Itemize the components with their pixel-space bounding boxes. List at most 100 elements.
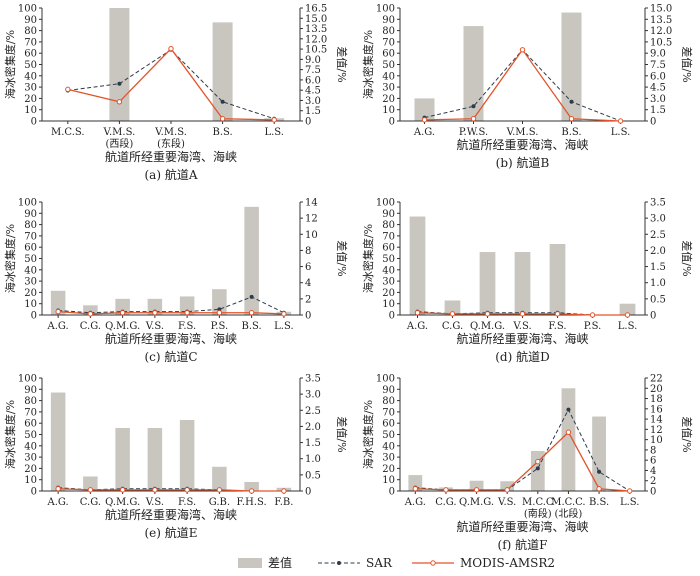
modis-point bbox=[168, 45, 174, 52]
x-tick-label: Q.M.G. bbox=[470, 321, 505, 332]
diff-bar bbox=[408, 475, 423, 491]
modis-point bbox=[443, 487, 449, 493]
modis-point bbox=[519, 47, 526, 53]
x-tick-label: A.G. bbox=[413, 127, 435, 138]
right-tick-label: 10.5 bbox=[650, 37, 672, 48]
right-axis-title: 差值/% bbox=[335, 240, 349, 276]
left-tick-label: 20 bbox=[24, 94, 37, 105]
left-tick-label: 20 bbox=[382, 94, 395, 105]
x-tick-label: V.S. bbox=[145, 497, 164, 508]
sar-point bbox=[117, 81, 122, 86]
chart-panel: 010203040506070809010000.51.01.52.02.53.… bbox=[361, 198, 694, 365]
right-tick-label: 0 bbox=[650, 117, 656, 128]
left-tick-label: 30 bbox=[382, 83, 395, 94]
diff-bar bbox=[463, 26, 484, 121]
left-tick-label: 90 bbox=[24, 385, 37, 396]
left-tick-label: 80 bbox=[24, 396, 37, 407]
left-tick-label: 40 bbox=[382, 441, 395, 452]
modis-point bbox=[55, 308, 61, 315]
right-tick-label: 2.5 bbox=[305, 406, 321, 417]
x-tick-label: V.M.S. (东段) bbox=[154, 127, 187, 150]
diff-bar bbox=[561, 388, 576, 491]
left-axis-title: 海冰密集度/% bbox=[3, 30, 17, 99]
right-tick-label: 3.0 bbox=[650, 94, 666, 105]
x-tick-label: Q.M.G. bbox=[105, 321, 140, 332]
sar-line bbox=[58, 296, 285, 314]
x-tick-label: V.M.S. (西段) bbox=[103, 127, 136, 150]
modis-point bbox=[596, 486, 602, 492]
x-tick-label: C.G. bbox=[435, 497, 456, 508]
sar-point bbox=[569, 99, 574, 104]
x-axis-title: 航道所经重要海湾、海峡 bbox=[456, 137, 588, 152]
right-tick-label: 1.5 bbox=[650, 105, 666, 116]
left-tick-label: 70 bbox=[24, 37, 37, 48]
left-tick-label: 10 bbox=[24, 299, 37, 310]
legend-diff-swatch bbox=[238, 558, 262, 568]
right-tick-label: 3.0 bbox=[650, 214, 666, 225]
left-tick-label: 100 bbox=[18, 198, 37, 209]
sar-point bbox=[566, 407, 571, 412]
panel-caption: (d) 航道D bbox=[495, 349, 549, 364]
legend-sar-label: SAR bbox=[366, 556, 393, 570]
modis-point bbox=[626, 488, 633, 494]
modis-point bbox=[470, 116, 477, 122]
left-tick-label: 30 bbox=[382, 277, 395, 288]
diff-bar bbox=[514, 252, 531, 315]
x-axis-title: 航道所经重要海湾、海峡 bbox=[105, 149, 237, 164]
x-tick-label: V.S. bbox=[145, 321, 164, 332]
sar-line bbox=[67, 49, 275, 120]
left-tick-label: 70 bbox=[24, 407, 37, 418]
left-tick-label: 20 bbox=[24, 464, 37, 475]
modis-point bbox=[504, 487, 510, 493]
right-tick-label: 4 bbox=[650, 466, 656, 477]
x-tick-label: C.G. bbox=[80, 321, 101, 332]
right-tick-label: 1.5 bbox=[305, 438, 321, 449]
modis-point bbox=[568, 116, 575, 122]
x-tick-label: P.S. bbox=[211, 321, 229, 332]
diff-bar bbox=[592, 416, 606, 491]
modis-point bbox=[152, 310, 158, 316]
modis-point bbox=[152, 487, 158, 493]
diff-bar bbox=[109, 8, 130, 121]
right-tick-label: 13.5 bbox=[650, 15, 672, 26]
left-tick-label: 10 bbox=[24, 105, 37, 116]
left-tick-label: 10 bbox=[382, 105, 395, 116]
x-tick-label: L.S. bbox=[618, 321, 638, 332]
left-tick-label: 70 bbox=[24, 231, 37, 242]
modis-point bbox=[184, 310, 190, 316]
diff-bar bbox=[50, 392, 66, 491]
right-tick-label: 10.5 bbox=[305, 45, 327, 56]
left-tick-label: 40 bbox=[382, 265, 395, 276]
modis-point bbox=[87, 487, 94, 493]
x-tick-label: V.M.S. bbox=[506, 127, 539, 138]
right-tick-label: 1.0 bbox=[305, 454, 321, 465]
left-tick-label: 30 bbox=[24, 83, 37, 94]
modis-point bbox=[414, 310, 421, 316]
right-tick-label: 9.0 bbox=[305, 55, 321, 66]
right-tick-label: 12 bbox=[650, 425, 663, 436]
left-tick-label: 30 bbox=[24, 453, 37, 464]
left-tick-label: 90 bbox=[24, 209, 37, 220]
modis-line bbox=[58, 310, 284, 315]
modis-point bbox=[519, 311, 526, 317]
left-tick-label: 50 bbox=[24, 60, 37, 71]
left-tick-label: 90 bbox=[382, 15, 395, 26]
x-axis-title: 航道所经重要海湾、海峡 bbox=[456, 331, 588, 346]
modis-point bbox=[484, 311, 491, 317]
right-tick-label: 0 bbox=[305, 117, 311, 128]
diff-bar bbox=[500, 481, 515, 491]
right-tick-label: 14 bbox=[650, 415, 663, 426]
left-tick-label: 20 bbox=[382, 288, 395, 299]
right-tick-label: 13.5 bbox=[305, 24, 327, 35]
diff-bar bbox=[50, 290, 66, 315]
x-tick-label: L.S. bbox=[620, 497, 640, 508]
left-tick-label: 0 bbox=[31, 487, 37, 498]
x-tick-label: F.S. bbox=[548, 321, 566, 332]
right-tick-label: 1.5 bbox=[650, 262, 666, 273]
modis-point bbox=[412, 486, 419, 492]
diff-bar bbox=[414, 98, 435, 121]
legend-diff-label: 差值 bbox=[268, 555, 292, 570]
diff-bar bbox=[179, 296, 195, 315]
right-tick-label: 3.5 bbox=[650, 198, 666, 209]
